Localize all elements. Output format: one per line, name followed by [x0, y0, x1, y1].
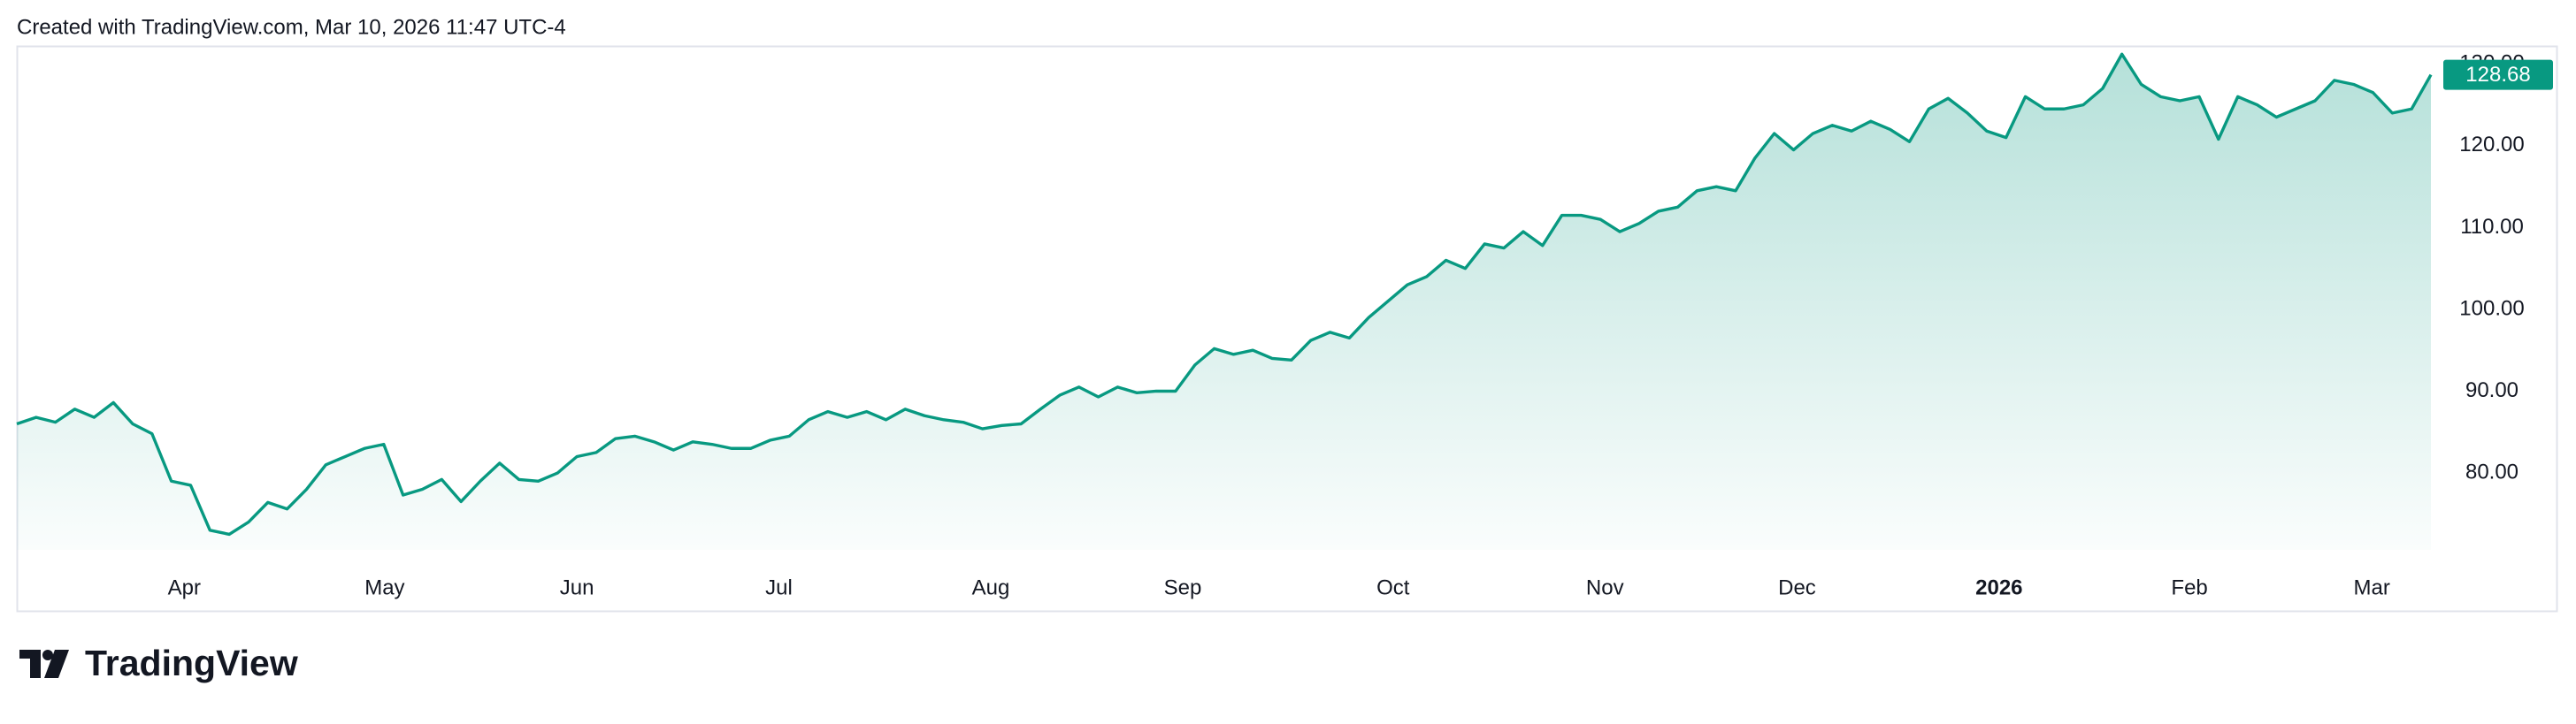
brand-logo: TradingView — [19, 643, 298, 683]
y-tick-label: 80.00 — [2465, 460, 2518, 484]
brand-name: TradingView — [85, 643, 298, 683]
x-tick-label: Nov — [1586, 575, 1624, 599]
x-tick-label: Mar — [2354, 575, 2390, 599]
x-tick-label: Oct — [1376, 575, 1410, 599]
y-tick-label: 100.00 — [2459, 296, 2524, 320]
x-tick-label: May — [364, 575, 404, 599]
last-price-label: 128.68 — [2465, 63, 2530, 87]
x-tick-label: Jun — [560, 575, 594, 599]
logo-mark — [42, 650, 53, 660]
y-tick-label: 120.00 — [2459, 133, 2524, 156]
area-fill — [17, 54, 2431, 550]
y-tick-label: 110.00 — [2460, 215, 2524, 239]
chart-frame — [16, 45, 2558, 613]
x-tick-label: Apr — [168, 575, 201, 599]
x-tick-label: Jul — [765, 575, 793, 599]
x-tick-label: Feb — [2171, 575, 2207, 599]
y-tick-label: 90.00 — [2465, 378, 2518, 402]
header-text: Created with TradingView.com, Mar 10, 20… — [17, 15, 566, 39]
last-price-tag — [2443, 59, 2553, 90]
price-line — [16, 52, 2433, 537]
x-tick-label: Sep — [1164, 575, 1202, 599]
x-tick-label: Dec — [1778, 575, 1816, 599]
x-tick-label: Aug — [972, 575, 1010, 599]
logo-mark — [44, 650, 69, 678]
x-tick-label: 2026 — [1975, 575, 2022, 599]
plot-area: 80.0090.00100.00110.00120.00130.00AprMay… — [16, 51, 2553, 599]
logo-mark — [19, 650, 41, 678]
